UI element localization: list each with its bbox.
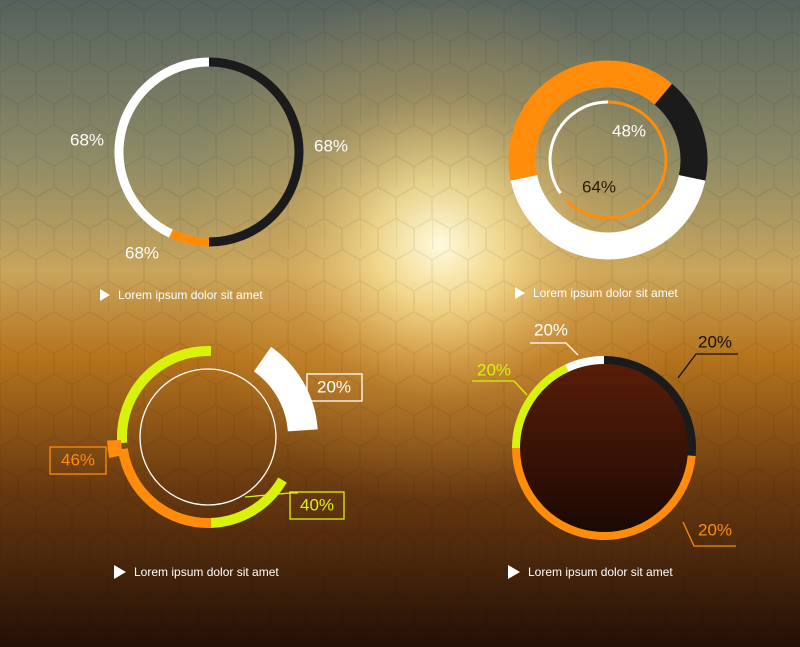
callout-box-orange bbox=[49, 446, 107, 475]
slice-label-1: 20% bbox=[698, 332, 732, 351]
chart-ring-4: 20% 20% 20% 20% bbox=[472, 320, 738, 547]
slice-label-2: 20% bbox=[698, 520, 732, 539]
slice-label-1: 20% bbox=[317, 377, 351, 396]
caption-3: Lorem ipsum dolor sit amet bbox=[114, 565, 279, 579]
ring-segment-white bbox=[253, 346, 318, 432]
caption-4: Lorem ipsum dolor sit amet bbox=[508, 565, 673, 579]
ring-segment-black bbox=[603, 356, 697, 457]
ring-segment-3 bbox=[169, 229, 210, 247]
slice-label-3: 20% bbox=[477, 360, 511, 379]
caption-4-text: Lorem ipsum dolor sit amet bbox=[528, 565, 673, 579]
leader-line-black bbox=[677, 353, 738, 379]
caption-2: Lorem ipsum dolor sit amet bbox=[515, 286, 678, 300]
slice-label-4: 20% bbox=[534, 320, 568, 339]
inner-ring-white bbox=[548, 114, 572, 195]
slice-label-1: 48% bbox=[612, 121, 646, 140]
center-disc bbox=[514, 358, 694, 538]
callout-box-lime bbox=[289, 491, 345, 520]
play-icon bbox=[508, 565, 520, 579]
play-icon bbox=[114, 565, 126, 579]
caption-3-text: Lorem ipsum dolor sit amet bbox=[134, 565, 279, 579]
play-icon bbox=[100, 289, 110, 301]
caption-1: Lorem ipsum dolor sit amet bbox=[100, 288, 263, 302]
slice-label-1: 68% bbox=[70, 130, 104, 149]
chart-ring-2: 48% 64% bbox=[508, 60, 708, 260]
ring-segment-lime-right bbox=[210, 477, 287, 528]
ring-segment-lime-top bbox=[117, 346, 212, 444]
slice-label-2: 40% bbox=[300, 495, 334, 514]
slice-label-3: 68% bbox=[125, 243, 159, 262]
leader-line-lime bbox=[472, 380, 528, 396]
callout-box-white bbox=[306, 373, 363, 402]
play-icon bbox=[515, 287, 525, 299]
ring-segment-2 bbox=[508, 60, 672, 181]
ring-segment-3 bbox=[510, 174, 706, 260]
chart-ring-3: 20% 40% 46% bbox=[49, 346, 363, 528]
ring-segment-orange-thick bbox=[107, 439, 123, 458]
slice-label-3: 46% bbox=[61, 450, 95, 469]
ring-segment-lime bbox=[512, 364, 569, 449]
ring-segment-orange bbox=[512, 447, 696, 541]
inner-ring-orange bbox=[565, 100, 668, 220]
ring-segment-1 bbox=[114, 57, 210, 238]
ring-segment-white bbox=[565, 356, 605, 372]
ring-segment-orange bbox=[117, 448, 212, 528]
leader-line-white bbox=[530, 342, 579, 356]
chart-ring-1: 68% 68% 68% bbox=[70, 57, 348, 262]
slice-label-2: 64% bbox=[582, 177, 616, 196]
ring-segment-2 bbox=[208, 57, 304, 247]
caption-2-text: Lorem ipsum dolor sit amet bbox=[533, 286, 678, 300]
inner-thin-circle bbox=[139, 368, 277, 506]
leader-line-orange bbox=[682, 521, 736, 547]
ring-segment-1 bbox=[654, 83, 708, 181]
slice-label-2: 68% bbox=[314, 136, 348, 155]
inner-ring-white-2 bbox=[569, 100, 609, 117]
caption-1-text: Lorem ipsum dolor sit amet bbox=[118, 288, 263, 302]
